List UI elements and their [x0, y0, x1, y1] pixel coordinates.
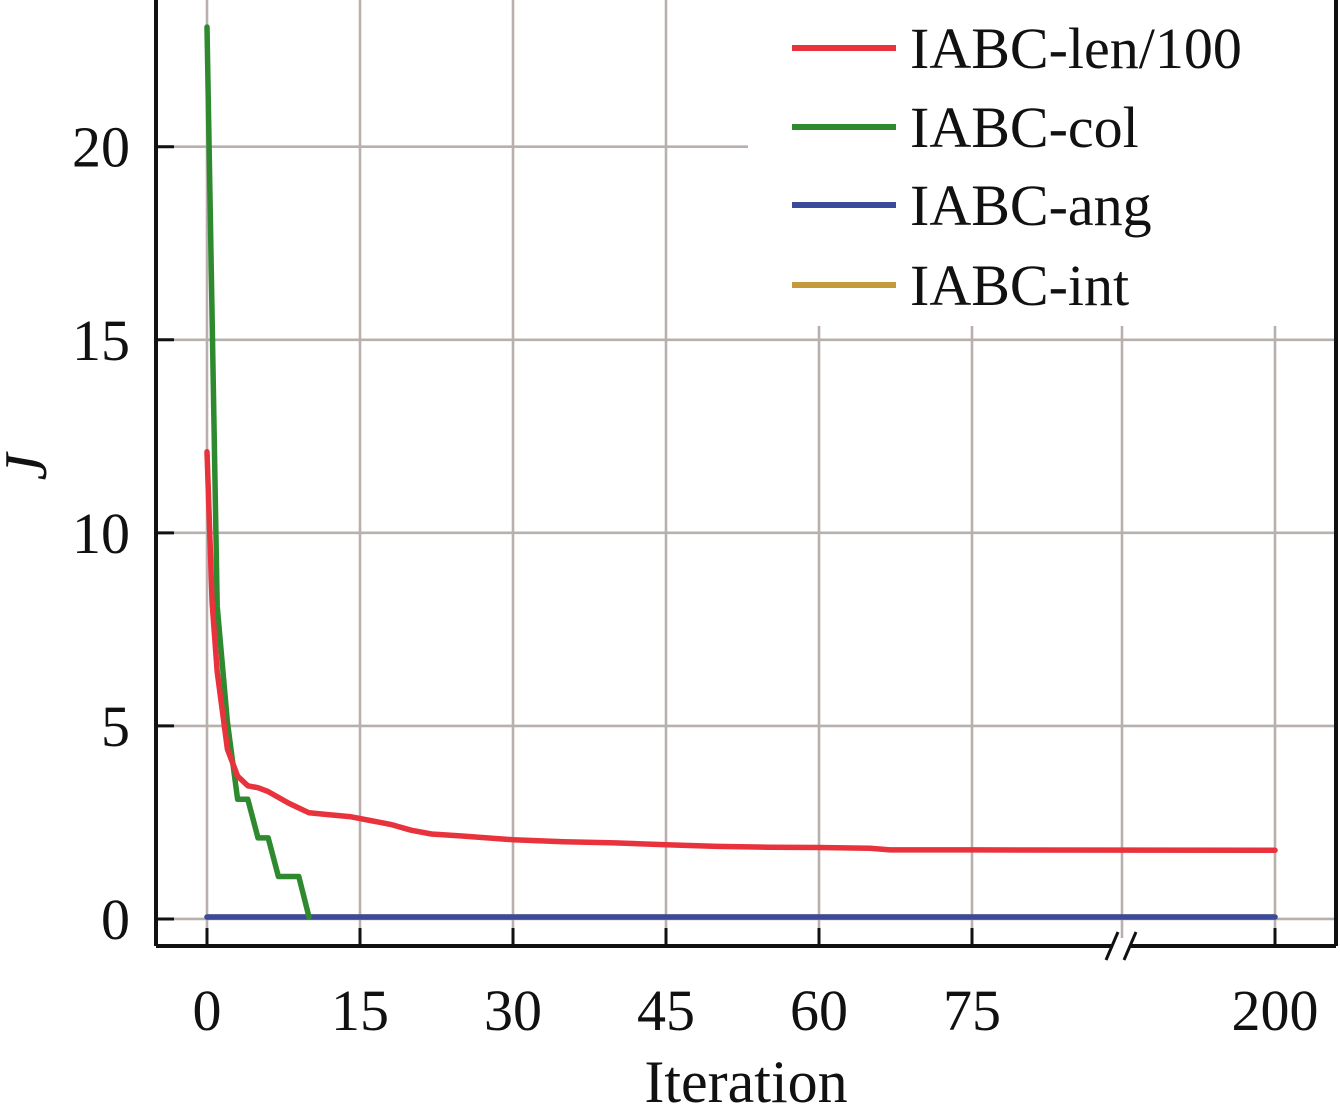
y-tick-label-4: 20 — [72, 115, 130, 180]
legend-label-1: IABC-col — [910, 95, 1139, 160]
legend-background — [748, 0, 1334, 326]
y-tick-label-3: 15 — [72, 308, 130, 373]
tick-labels: 0 15 30 45 60 75 200 0 5 10 15 20 — [72, 115, 1319, 1043]
legend-label-0: IABC-len/100 — [910, 16, 1242, 81]
series-lines — [204, 24, 1278, 920]
y-axis-label: J — [0, 451, 59, 480]
x-axis-label: Iteration — [644, 1049, 847, 1107]
x-tick-label-1: 15 — [331, 978, 389, 1043]
axis-break-mark-2 — [1122, 931, 1138, 961]
legend: IABC-len/100 IABC-col IABC-ang IABC-int — [748, 0, 1334, 326]
x-tick-label-2: 30 — [484, 978, 542, 1043]
y-tick-label-0: 0 — [101, 887, 130, 952]
x-tick-label-4: 60 — [790, 978, 848, 1043]
legend-label-3: IABC-int — [910, 253, 1129, 318]
x-tick-label-0: 0 — [193, 978, 222, 1043]
axis-break-mark-1 — [1104, 931, 1120, 961]
x-tick-label-6: 200 — [1232, 978, 1319, 1043]
series-line-iabc-col — [204, 24, 312, 920]
legend-label-2: IABC-ang — [910, 173, 1152, 238]
axis-break-gap — [1113, 938, 1131, 954]
series-line-iabc-len-100 — [204, 449, 1278, 853]
x-tick-label-3: 45 — [637, 978, 695, 1043]
y-tick-label-1: 5 — [101, 694, 130, 759]
y-tick-label-2: 10 — [72, 501, 130, 566]
x-tick-label-5: 75 — [943, 978, 1001, 1043]
axes-frame — [154, 0, 1338, 961]
